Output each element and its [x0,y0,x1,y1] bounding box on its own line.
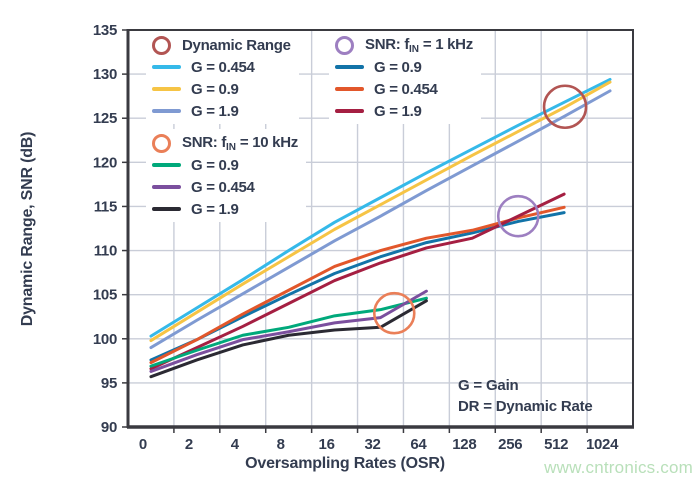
legend-item: G = 0.454 [152,176,298,198]
x-tick-label: 32 [364,436,380,453]
legend-snr-10khz: SNR: fIN = 10 kHz G = 0.9 G = 0.454 G = 1.9 [146,129,306,222]
y-tick-label: 110 [94,243,117,260]
legend-circle-marker-icon [335,35,354,55]
legend-circle-marker-icon [152,35,171,55]
legend-item-label: G = 1.9 [191,102,239,120]
legend-item-label: G = 1.9 [191,200,239,218]
legend-item: G = 1.9 [335,100,473,122]
y-tick-label: 120 [93,154,117,171]
legend-title: SNR: fIN = 10 kHz [182,133,298,153]
legend-line-swatch [152,185,181,189]
x-tick-label: 8 [277,436,285,453]
y-tick-label: 125 [93,110,117,127]
legend-title-row: Dynamic Range [152,34,291,56]
y-tick-label: 95 [101,375,117,392]
y-axis-title: Dynamic Range, SNR (dB) [19,131,36,327]
legend-snr-1khz: SNR: fIN = 1 kHz G = 0.9 G = 0.454 G = 1.9 [329,31,481,124]
legend-item-label: G = 0.454 [191,58,255,76]
legend-line-swatch [152,207,181,211]
series-line-dr-g-0-9 [149,80,612,343]
y-tick-label: 115 [94,198,117,215]
legend-item: G = 0.9 [335,56,473,78]
legend-item: G = 0.454 [152,56,291,78]
snr-1khz-circle [496,194,540,238]
series-line-snr-fin-10-khz-g-0-9 [149,296,428,368]
legend-line-swatch [152,163,181,167]
x-tick-label: 512 [544,436,568,453]
legend-item-label: G = 0.454 [374,80,438,98]
dynamic-range-circle [542,84,588,130]
series-line-dr-g-0-454 [149,77,612,338]
series-line-snr-fin-1-khz-g-1-9 [149,192,566,371]
x-tick-label: 0 [139,436,147,453]
legend-title: Dynamic Range [182,36,291,54]
y-tick-label: 100 [93,331,117,348]
legend-line-swatch [335,109,364,113]
legend-line-swatch [335,65,364,69]
legend-item: G = 0.454 [335,78,473,100]
y-tick-label: 135 [93,22,117,39]
x-tick-label: 128 [452,436,476,453]
legend-item-label: G = 0.9 [191,156,239,174]
snr-10khz-circle [372,291,416,335]
x-tick-label: 256 [498,436,522,453]
note-gain: G = Gain [458,377,519,394]
series-line-snr-fin-10-khz-g-0-454 [149,289,428,373]
series-line-snr-fin-1-khz-g-0-454 [149,205,566,365]
legend-item: G = 1.9 [152,198,298,220]
legend-dynamic-range: Dynamic Range G = 0.454 G = 0.9 G = 1.9 [146,31,299,124]
abbreviation-notes: G = Gain DR = Dynamic Rate [458,375,593,417]
legend-line-swatch [152,87,181,91]
y-tick-label: 90 [101,419,117,436]
legend-title-row: SNR: fIN = 10 kHz [152,132,298,154]
legend-item-label: G = 0.9 [374,58,422,76]
legend-item: G = 0.9 [152,78,291,100]
x-axis-title: Oversampling Rates (OSR) [245,455,445,472]
y-tick-label: 105 [93,287,117,304]
x-tick-label: 16 [319,436,335,453]
legend-title-row: SNR: fIN = 1 kHz [335,34,473,56]
legend-title: SNR: fIN = 1 kHz [365,35,473,55]
note-dr: DR = Dynamic Rate [458,398,593,415]
legend-item: G = 0.9 [152,154,298,176]
legend-item-label: G = 1.9 [374,102,422,120]
x-tick-label: 4 [231,436,240,453]
legend-item: G = 1.9 [152,100,291,122]
y-tick-label: 130 [93,66,117,83]
x-tick-label: 64 [410,436,427,453]
legend-item-label: G = 0.9 [191,80,239,98]
series-line-dr-g-1-9 [149,89,612,350]
legend-circle-marker-icon [152,133,171,153]
legend-line-swatch [335,87,364,91]
legend-line-swatch [152,65,181,69]
legend-item-label: G = 0.454 [191,178,255,196]
watermark-text: www.cntronics.com [544,458,693,477]
legend-line-swatch [152,109,181,113]
x-tick-label: 1024 [586,436,619,453]
x-tick-label: 2 [185,436,193,453]
